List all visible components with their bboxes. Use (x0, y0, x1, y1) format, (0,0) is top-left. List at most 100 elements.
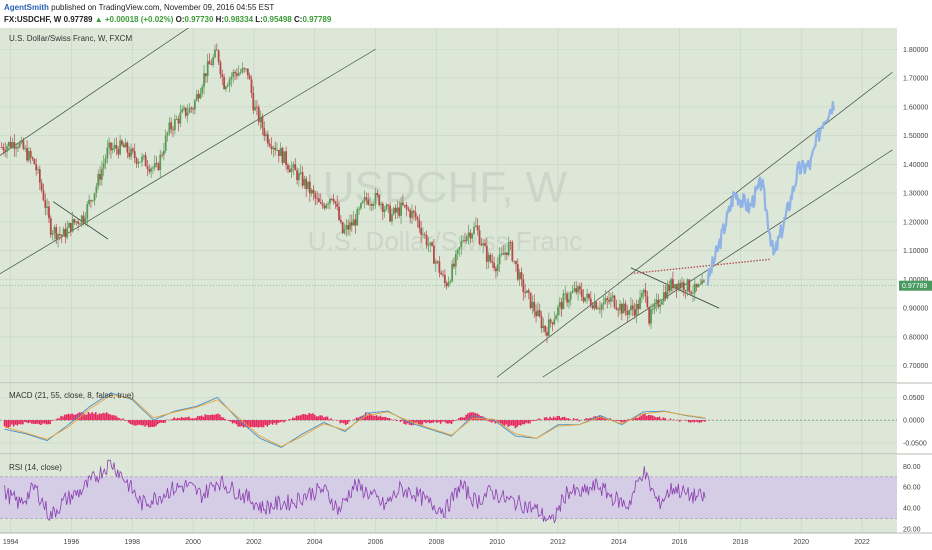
price-candle (451, 263, 454, 282)
macd-histogram-bar (633, 418, 635, 421)
chart-area[interactable]: USDCHF, W U.S. Dollar/Swiss Franc 1.8000… (0, 28, 932, 550)
price-candle (546, 331, 548, 336)
price-axis-tick: 0.90000 (903, 306, 928, 313)
macd-histogram-bar (357, 417, 360, 421)
macd-histogram-bar (354, 419, 356, 421)
price-candle (597, 308, 600, 310)
price-candle (445, 282, 448, 287)
macd-histogram-bar (560, 417, 562, 421)
price-candle (555, 315, 558, 320)
price-candle (168, 122, 171, 133)
price-axis[interactable]: 1.80000 1.70000 1.60000 1.50000 1.40000 1.300… (0, 47, 928, 534)
price-candle (569, 292, 572, 300)
macd-histogram-bar (428, 420, 431, 424)
price-candle (60, 235, 63, 237)
open-value: 0.97730 (184, 15, 214, 24)
price-candle (206, 61, 209, 77)
macd-histogram-bar (195, 417, 197, 421)
macd-histogram-bar (253, 420, 256, 428)
price-candle (20, 140, 23, 143)
macd-histogram-bar (140, 420, 143, 426)
price-candle (184, 107, 187, 116)
macd-histogram-bar (197, 415, 199, 421)
high-value: 0.98334 (224, 15, 254, 24)
macd-histogram-bar (478, 414, 480, 421)
macd-histogram-bar (405, 420, 407, 425)
author-link[interactable]: AgentSmith (4, 3, 49, 12)
macd-histogram-bar (377, 416, 380, 421)
price-candle (600, 304, 603, 310)
macd-histogram-bar (323, 417, 325, 421)
price-candle (201, 86, 204, 94)
price-candle (204, 73, 207, 77)
projection-line (706, 100, 836, 286)
price-candle (547, 319, 550, 336)
price-candle (172, 129, 174, 131)
macd-histogram-bar (501, 420, 504, 426)
macd-histogram-bar (339, 420, 342, 424)
price-candle (670, 279, 672, 291)
macd-histogram-bar (531, 420, 533, 421)
price-candle (651, 309, 654, 310)
macd-histogram-bar (613, 420, 615, 421)
price-candle (586, 293, 589, 298)
macd-histogram-bar (572, 418, 575, 421)
price-candle (170, 122, 173, 130)
macd-histogram-bar (467, 413, 469, 421)
macd-histogram-bar (188, 416, 190, 421)
macd-axis-tick: -0.0500 (903, 440, 927, 447)
price-candle (175, 118, 178, 120)
price-candle (257, 107, 260, 123)
price-candle (365, 197, 368, 200)
price-candle (248, 75, 251, 80)
macd-histogram-bar (200, 415, 203, 421)
price-candle (55, 227, 58, 239)
price-candle (414, 212, 417, 218)
price-candle (429, 242, 432, 246)
price-candle (418, 220, 421, 229)
macd-histogram-bar (649, 415, 652, 421)
price-candle (212, 57, 215, 65)
macd-histogram-bar (344, 420, 347, 425)
macd-histogram-bar (576, 418, 579, 421)
price-candle (270, 145, 273, 150)
macd-histogram-bar (18, 420, 20, 425)
price-candle (628, 310, 631, 315)
price-candle (95, 186, 98, 193)
price-candle (299, 172, 302, 174)
price-candle (279, 148, 282, 157)
price-candle (301, 172, 304, 186)
macd-histogram-bar (186, 417, 188, 421)
macd-histogram-bar (193, 418, 196, 421)
price-candle (617, 309, 620, 311)
price-candle (314, 193, 317, 199)
rsi-axis-tick: 80.00 (903, 464, 921, 471)
macd-histogram-bar (60, 415, 62, 421)
price-candle (297, 173, 300, 181)
price-candle (162, 150, 165, 156)
macd-histogram-bar (492, 420, 495, 422)
macd-histogram-bar (583, 419, 586, 421)
price-candle (640, 293, 643, 298)
price-candle (566, 293, 568, 303)
macd-histogram-bar (691, 420, 694, 422)
price-candle (294, 164, 297, 171)
price-candle (407, 208, 410, 211)
macd-histogram-bar (136, 420, 139, 425)
price-candle (456, 249, 459, 255)
price-axis-tick: 1.20000 (903, 219, 928, 226)
price-candle (496, 264, 499, 272)
price-candle (197, 94, 200, 99)
price-candle (113, 145, 116, 149)
macd-histogram-bar (102, 412, 104, 421)
macd-histogram-bar (273, 420, 276, 423)
macd-histogram-bar (206, 414, 208, 421)
watermark-name: U.S. Dollar/Swiss Franc (308, 226, 583, 256)
publish-line: AgentSmith published on TradingView.com,… (4, 3, 274, 12)
price-candle (210, 64, 213, 66)
macd-histogram-bar (233, 420, 236, 423)
macd-histogram-bar (640, 415, 643, 421)
macd-histogram-bar (372, 415, 374, 421)
price-candle (336, 203, 339, 207)
time-axis[interactable]: 1994 1996 1998 2000 2002 2004 2006 2008 2010 2012… (3, 539, 870, 546)
